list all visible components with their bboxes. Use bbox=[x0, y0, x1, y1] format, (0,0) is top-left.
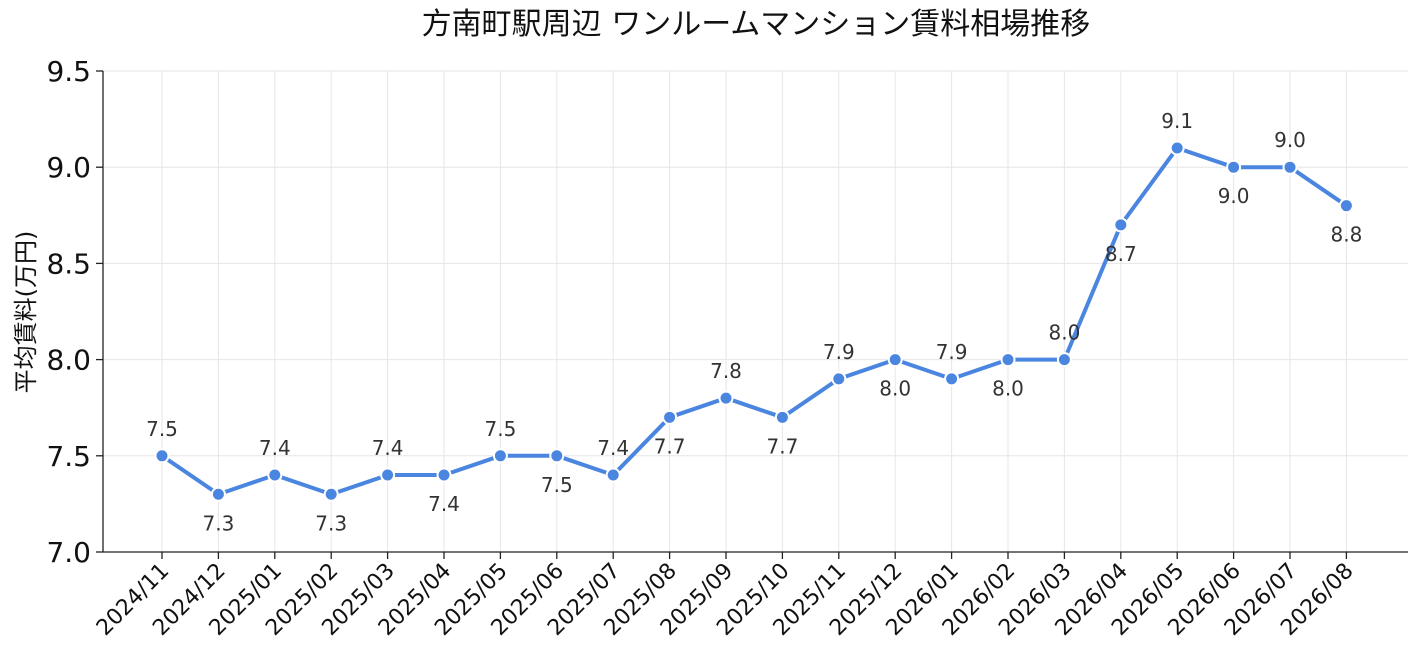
data-label: 9.0 bbox=[1218, 184, 1250, 208]
data-label: 7.5 bbox=[541, 473, 573, 497]
y-tick-label: 8.0 bbox=[46, 344, 91, 377]
data-point bbox=[944, 371, 960, 387]
data-label: 7.9 bbox=[823, 340, 855, 364]
data-label: 7.8 bbox=[710, 359, 742, 383]
data-point bbox=[605, 467, 621, 483]
y-tick-label: 7.0 bbox=[46, 536, 91, 569]
data-point bbox=[887, 352, 903, 368]
y-tick-label: 7.5 bbox=[46, 440, 91, 473]
data-point bbox=[1338, 198, 1354, 214]
data-point bbox=[323, 486, 339, 502]
data-point bbox=[549, 448, 565, 464]
series-line bbox=[160, 145, 1349, 497]
data-point bbox=[380, 467, 396, 483]
series bbox=[154, 140, 1354, 502]
data-point bbox=[1226, 159, 1242, 175]
data-label: 8.0 bbox=[992, 377, 1024, 401]
data-label: 7.7 bbox=[654, 434, 686, 458]
axes bbox=[102, 71, 1408, 553]
data-point bbox=[436, 467, 452, 483]
data-label: 7.7 bbox=[766, 434, 798, 458]
data-label: 7.3 bbox=[315, 511, 347, 535]
data-label: 7.4 bbox=[372, 436, 404, 460]
data-label: 7.4 bbox=[259, 436, 291, 460]
data-point bbox=[1282, 159, 1298, 175]
data-point bbox=[1056, 352, 1072, 368]
data-point bbox=[267, 467, 283, 483]
data-label: 7.5 bbox=[484, 417, 516, 441]
data-label: 7.4 bbox=[428, 492, 460, 516]
data-point bbox=[154, 448, 170, 464]
y-axis-label: 平均賃料(万円) bbox=[12, 231, 40, 394]
y-tick-label: 9.5 bbox=[46, 55, 91, 88]
data-label: 7.4 bbox=[597, 436, 629, 460]
y-tick-label: 9.0 bbox=[46, 151, 91, 184]
data-label: 8.7 bbox=[1105, 242, 1137, 266]
data-label: 9.0 bbox=[1274, 128, 1306, 152]
data-point bbox=[774, 409, 790, 425]
data-point bbox=[718, 390, 734, 406]
data-label: 8.0 bbox=[1048, 321, 1080, 345]
y-axis-ticks: 7.0 7.5 8.0 8.5 9.0 9.5 bbox=[46, 55, 103, 569]
data-label: 7.5 bbox=[146, 417, 178, 441]
data-label: 7.3 bbox=[202, 511, 234, 535]
data-point bbox=[1169, 140, 1185, 156]
data-point bbox=[1113, 217, 1129, 233]
data-point bbox=[831, 371, 847, 387]
data-point bbox=[662, 409, 678, 425]
data-point bbox=[492, 448, 508, 464]
data-label: 7.9 bbox=[936, 340, 968, 364]
data-labels: 7.5 7.3 7.4 7.3 7.4 7.4 7.5 7.5 7.4 7.7 7.8 7.7 7.9 8… bbox=[146, 109, 1362, 535]
y-tick-label: 8.5 bbox=[46, 247, 91, 280]
data-label: 8.8 bbox=[1330, 223, 1362, 247]
data-label: 9.1 bbox=[1161, 109, 1193, 133]
data-label: 8.0 bbox=[879, 377, 911, 401]
x-axis-ticks: 2024/112024/122025/012025/022025/032025/… bbox=[92, 552, 1359, 641]
grid-lines bbox=[103, 70, 1408, 553]
data-point bbox=[1000, 352, 1016, 368]
data-point bbox=[210, 486, 226, 502]
chart-title: 方南町駅周辺 ワンルームマンション賃料相場推移 bbox=[422, 7, 1091, 42]
